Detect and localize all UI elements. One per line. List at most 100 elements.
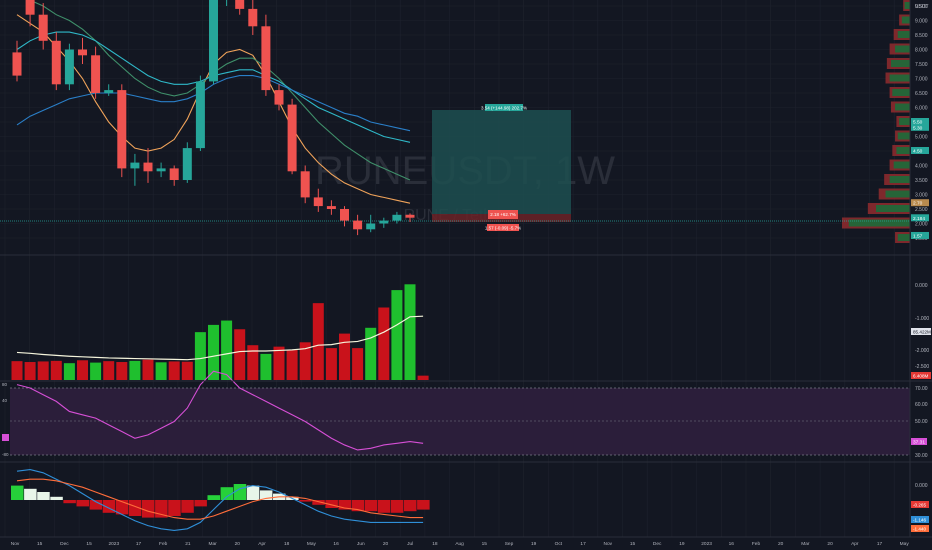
- candle[interactable]: [248, 0, 258, 35]
- volume-bar[interactable]: [365, 327, 377, 380]
- candle[interactable]: [38, 3, 48, 50]
- volume-bar[interactable]: [129, 360, 141, 380]
- macd-histogram-bar[interactable]: [233, 484, 247, 500]
- candle[interactable]: [25, 0, 35, 27]
- volume-bar[interactable]: [325, 348, 337, 380]
- candle[interactable]: [379, 217, 389, 228]
- volume-bar[interactable]: [37, 361, 49, 380]
- macd-histogram-bar[interactable]: [351, 500, 365, 512]
- volume-bar[interactable]: [208, 324, 219, 380]
- candle[interactable]: [235, 0, 245, 15]
- candle[interactable]: [51, 32, 61, 91]
- candle[interactable]: [300, 165, 310, 204]
- volume-pane[interactable]: [11, 284, 429, 381]
- macd-histogram-bar[interactable]: [115, 500, 129, 515]
- volume-bar[interactable]: [352, 348, 364, 380]
- volume-axis[interactable]: 0.000 -1.000 -2.000 -2.500 85.422M 6.408M: [911, 283, 931, 379]
- candle[interactable]: [195, 75, 205, 151]
- candle[interactable]: [392, 211, 402, 224]
- candle[interactable]: [169, 165, 179, 186]
- candle[interactable]: [156, 162, 166, 178]
- macd-histogram-bar[interactable]: [11, 485, 24, 500]
- macd-histogram-bar[interactable]: [299, 500, 312, 502]
- volume-bar[interactable]: [286, 349, 298, 380]
- candle[interactable]: [91, 46, 101, 99]
- volume-bar[interactable]: [181, 361, 193, 380]
- volume-bar[interactable]: [378, 307, 390, 381]
- volume-bar[interactable]: [142, 359, 154, 380]
- candle[interactable]: [104, 84, 114, 96]
- volume-bar[interactable]: [77, 360, 88, 380]
- macd-histogram-bar[interactable]: [364, 500, 378, 512]
- volume-bar[interactable]: [417, 375, 429, 380]
- rsi-axis[interactable]: 70.00 60.00 50.00 30.00 37.31: [911, 386, 928, 459]
- macd-histogram-bar[interactable]: [312, 500, 325, 505]
- macd-histogram-bar[interactable]: [89, 500, 103, 510]
- candle[interactable]: [130, 153, 140, 186]
- volume-bar[interactable]: [155, 362, 167, 380]
- volume-bar[interactable]: [194, 332, 206, 380]
- volume-bar[interactable]: [247, 345, 259, 380]
- candle[interactable]: [287, 98, 297, 175]
- macd-histogram-bar[interactable]: [377, 500, 391, 513]
- candle[interactable]: [209, 0, 218, 85]
- volume-bar[interactable]: [11, 361, 23, 380]
- macd-histogram-bar[interactable]: [390, 500, 404, 513]
- candle[interactable]: [143, 148, 153, 183]
- candle[interactable]: [78, 37, 87, 64]
- macd-histogram-bar[interactable]: [246, 485, 260, 500]
- macd-histogram-bar[interactable]: [181, 500, 194, 513]
- volume-bar[interactable]: [24, 362, 36, 380]
- candle[interactable]: [405, 213, 415, 223]
- candle[interactable]: [12, 40, 22, 82]
- macd-histogram-bar[interactable]: [63, 500, 76, 504]
- rsi-pane[interactable]: [10, 370, 910, 456]
- macd-histogram-bar[interactable]: [24, 488, 37, 500]
- candle[interactable]: [117, 84, 127, 178]
- price-axis[interactable]: USDT 9.500 9.000 8.500 8.000 7.500 7.000 6.500…: [911, 4, 929, 242]
- position-target-zone[interactable]: [432, 110, 571, 214]
- volume-bar[interactable]: [273, 346, 285, 380]
- volume-bar[interactable]: [391, 290, 403, 380]
- macd-pane[interactable]: [11, 469, 430, 531]
- volume-bar[interactable]: [339, 333, 350, 380]
- volume-bar[interactable]: [103, 361, 115, 380]
- macd-histogram-bar[interactable]: [168, 500, 181, 516]
- macd-histogram-bar[interactable]: [325, 500, 338, 508]
- macd-histogram-bar[interactable]: [417, 500, 430, 510]
- volume-bar[interactable]: [299, 342, 311, 380]
- candle[interactable]: [182, 142, 192, 183]
- volume-bar[interactable]: [50, 360, 62, 380]
- volume-bar[interactable]: [90, 362, 102, 380]
- price-pane[interactable]: RUNEUSDT, 1W RUNE / Tether 3.54 (+144.98…: [0, 0, 910, 243]
- candle[interactable]: [261, 14, 271, 96]
- volume-bar[interactable]: [116, 362, 128, 380]
- macd-histogram-bar[interactable]: [128, 500, 142, 516]
- macd-histogram-bar[interactable]: [142, 500, 155, 518]
- macd-histogram-bar[interactable]: [50, 496, 63, 500]
- volume-bar[interactable]: [63, 363, 75, 380]
- volume-bar[interactable]: [404, 284, 416, 380]
- volume-bar[interactable]: [168, 361, 180, 380]
- candle[interactable]: [222, 0, 231, 6]
- volume-bar[interactable]: [234, 329, 246, 380]
- macd-histogram-bar[interactable]: [76, 500, 90, 507]
- volume-bar[interactable]: [312, 303, 324, 380]
- macd-axis[interactable]: 0.000 -0.265 -1.146 -1.440: [911, 483, 929, 532]
- candle[interactable]: [326, 200, 336, 215]
- macd-histogram-bar[interactable]: [37, 492, 50, 500]
- volume-bar[interactable]: [260, 353, 272, 380]
- candle[interactable]: [64, 43, 74, 91]
- candle[interactable]: [274, 84, 284, 111]
- macd-histogram-bar[interactable]: [259, 490, 273, 500]
- candle[interactable]: [353, 214, 363, 236]
- candle[interactable]: [313, 188, 323, 212]
- macd-histogram-bar[interactable]: [194, 500, 207, 507]
- macd-histogram-bar[interactable]: [338, 500, 352, 510]
- candle[interactable]: [366, 214, 376, 233]
- time-axis[interactable]: Nov 15 Dec 15 2023 17 Feb 21 Mar 20 Apr 18 May 16 Jun 2…: [11, 541, 910, 547]
- macd-histogram-bar[interactable]: [404, 500, 417, 512]
- macd-histogram-bar[interactable]: [220, 487, 234, 500]
- candlesticks[interactable]: [12, 0, 415, 236]
